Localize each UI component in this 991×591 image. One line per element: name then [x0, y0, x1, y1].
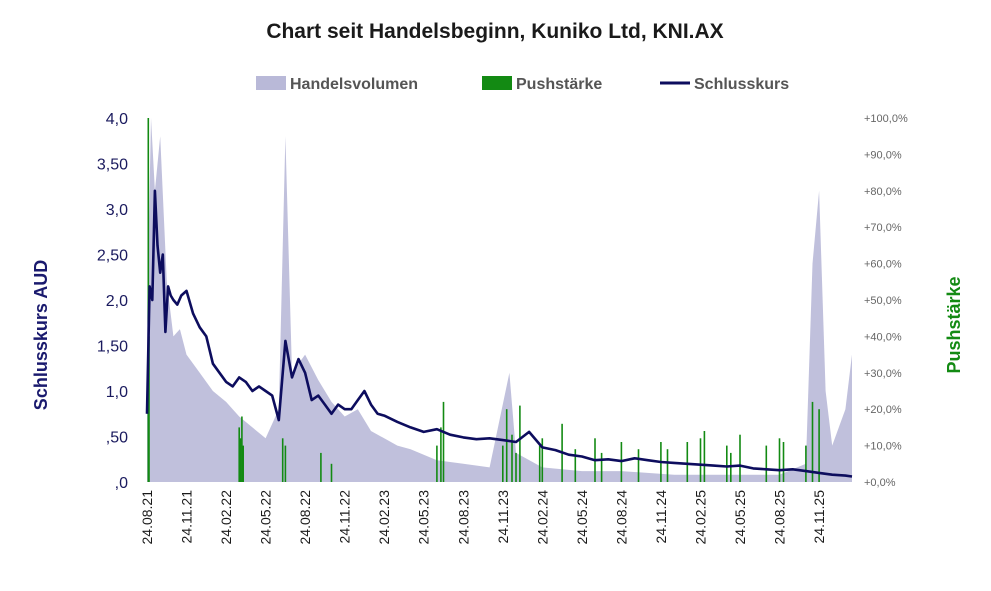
- y2-tick-label: +90,0%: [864, 149, 902, 161]
- x-tick-label: 24.08.23: [455, 490, 471, 545]
- x-tick-label: 24.11.21: [179, 490, 195, 544]
- bar-pushstaerke: [505, 409, 508, 482]
- x-tick-label: 24.11.22: [337, 490, 353, 544]
- bar-pushstaerke: [284, 445, 287, 482]
- y-axis-label: Schlusskurs AUD: [31, 260, 51, 410]
- chart-title: Chart seit Handelsbeginn, Kuniko Ltd, KN…: [266, 20, 723, 43]
- y2-tick-label: +10,0%: [864, 441, 902, 453]
- y-tick-label: 3,50: [97, 157, 128, 174]
- x-tick-label: 24.08.21: [139, 490, 155, 545]
- x-tick-label: 24.02.22: [218, 490, 234, 545]
- x-tick-label: 24.05.22: [258, 490, 274, 545]
- bar-pushstaerke: [600, 452, 603, 482]
- legend-label-handelsvolumen: Handelsvolumen: [290, 76, 418, 93]
- x-axis-ticks: 24.08.21 24.11.21 24.02.22 24.05.22 24.08.22…: [139, 490, 827, 545]
- y-tick-label: ,0: [115, 475, 128, 492]
- series-schlusskurs-line: [145, 189, 853, 478]
- bar-pushstaerke: [330, 463, 333, 482]
- bar-pushstaerke: [778, 438, 781, 482]
- bar-pushstaerke: [541, 438, 544, 482]
- bar-pushstaerke: [320, 452, 322, 482]
- bar-pushstaerke: [519, 405, 521, 482]
- bar-pushstaerke: [811, 401, 814, 482]
- bar-pushstaerke: [703, 431, 706, 482]
- y2-tick-label: +80,0%: [864, 186, 902, 198]
- x-tick-label: 24.02.24: [534, 490, 550, 545]
- bar-pushstaerke: [538, 445, 541, 482]
- bar-pushstaerke: [699, 438, 702, 482]
- y-tick-label: 1,50: [97, 339, 128, 356]
- bar-pushstaerke: [241, 416, 243, 482]
- bar-pushstaerke: [765, 445, 768, 482]
- bar-pushstaerke: [502, 445, 504, 482]
- x-tick-label: 24.11.24: [653, 490, 669, 544]
- legend-label-schlusskurs: Schlusskurs: [694, 76, 789, 93]
- series-handelsvolumen-area: [147, 118, 852, 482]
- bar-pushstaerke: [805, 445, 807, 482]
- bar-pushstaerke: [739, 434, 741, 482]
- legend-label-pushstaerke: Pushstärke: [516, 76, 602, 93]
- y2-tick-label: +60,0%: [864, 259, 902, 271]
- bar-pushstaerke: [574, 449, 577, 482]
- bar-pushstaerke: [238, 427, 240, 482]
- x-tick-label: 24.11.25: [811, 490, 827, 544]
- y2-tick-label: +30,0%: [864, 368, 902, 380]
- bar-pushstaerke: [281, 438, 284, 482]
- y-tick-label: 2,50: [97, 248, 128, 265]
- bar-pushstaerke: [782, 442, 785, 482]
- bar-pushstaerke: [637, 449, 640, 482]
- x-tick-label: 24.02.25: [693, 490, 709, 545]
- x-tick-label: 24.08.25: [772, 490, 788, 545]
- y2-tick-label: +70,0%: [864, 222, 902, 234]
- y2-tick-label: +50,0%: [864, 295, 902, 307]
- bar-pushstaerke: [686, 442, 689, 482]
- legend-swatch-handelsvolumen: [256, 76, 286, 90]
- bar-pushstaerke: [442, 401, 445, 482]
- bar-pushstaerke: [440, 427, 442, 482]
- y-tick-label: 1,0: [106, 384, 128, 401]
- y2-tick-label: +20,0%: [864, 404, 902, 416]
- x-tick-label: 24.02.23: [376, 490, 392, 545]
- bar-pushstaerke: [148, 336, 150, 482]
- bar-pushstaerke: [515, 452, 517, 482]
- y-tick-label: 3,0: [106, 202, 128, 219]
- bar-pushstaerke: [511, 434, 513, 482]
- y2-tick-label: +40,0%: [864, 331, 902, 343]
- bar-pushstaerke: [242, 445, 244, 482]
- bar-pushstaerke: [239, 438, 242, 482]
- x-tick-label: 24.05.25: [732, 490, 748, 545]
- x-tick-label: 24.08.22: [297, 490, 313, 545]
- y2-tick-label: +0,0%: [864, 477, 896, 489]
- x-tick-label: 24.05.23: [416, 490, 432, 545]
- y-tick-label: ,50: [106, 430, 128, 447]
- y-axis-ticks: ,0 ,50 1,0 1,50 2,0 2,50 3,0 3,50 4,0: [97, 111, 128, 492]
- legend-swatch-pushstaerke: [482, 76, 512, 90]
- y-tick-label: 2,0: [106, 293, 128, 310]
- y2-axis-ticks: +0,0% +10,0% +20,0% +30,0% +40,0% +50,0% +60,0…: [864, 113, 908, 489]
- x-tick-label: 24.11.23: [495, 490, 511, 544]
- x-tick-label: 24.05.24: [574, 490, 590, 545]
- y2-tick-label: +100,0%: [864, 113, 908, 125]
- plot-area: [145, 118, 853, 482]
- y-tick-label: 4,0: [106, 111, 128, 128]
- x-tick-label: 24.08.24: [613, 490, 629, 545]
- bar-pushstaerke: [666, 449, 669, 482]
- bar-pushstaerke: [818, 409, 820, 482]
- y2-axis-label: Pushstärke: [944, 276, 964, 373]
- bar-pushstaerke: [726, 445, 728, 482]
- bar-pushstaerke: [436, 445, 438, 482]
- legend: Handelsvolumen Pushstärke Schlusskurs: [256, 76, 789, 93]
